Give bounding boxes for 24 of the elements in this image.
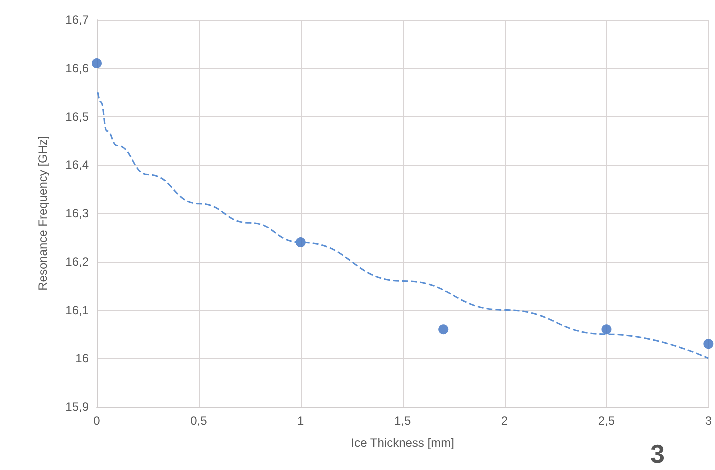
line-series — [97, 92, 710, 360]
point — [438, 324, 449, 335]
x-tick-label: 0,5 — [190, 414, 208, 428]
y-tick-label: 16,7 — [66, 13, 90, 27]
x-tick-label: 0 — [94, 414, 101, 428]
y-tick-label: 16,2 — [66, 254, 90, 269]
x-axis-title: Ice Thickness [mm] — [351, 436, 454, 450]
y-tick-label: 16 — [76, 352, 90, 366]
text: 3 — [650, 439, 665, 470]
y-tick-label: 16,3 — [66, 206, 90, 220]
y-axis-title: Resonance Frequency [GHz] — [36, 136, 50, 291]
x-tick-label: 3 — [705, 414, 712, 428]
point — [602, 324, 612, 335]
y-tick-label: 16,1 — [66, 303, 90, 318]
point — [704, 339, 714, 350]
x-tick-label: 1,5 — [394, 414, 412, 428]
x-tick-label: 1 — [298, 414, 305, 428]
y-tick-label: 15,9 — [66, 400, 90, 414]
y-tick-label: 16,4 — [66, 158, 90, 172]
x-tick-label: 2 — [501, 414, 508, 428]
y-tick-label: 16,6 — [66, 61, 90, 76]
x-tick-label: 2,5 — [598, 414, 616, 428]
y-tick-label: 16,5 — [66, 110, 90, 124]
point — [92, 58, 102, 69]
